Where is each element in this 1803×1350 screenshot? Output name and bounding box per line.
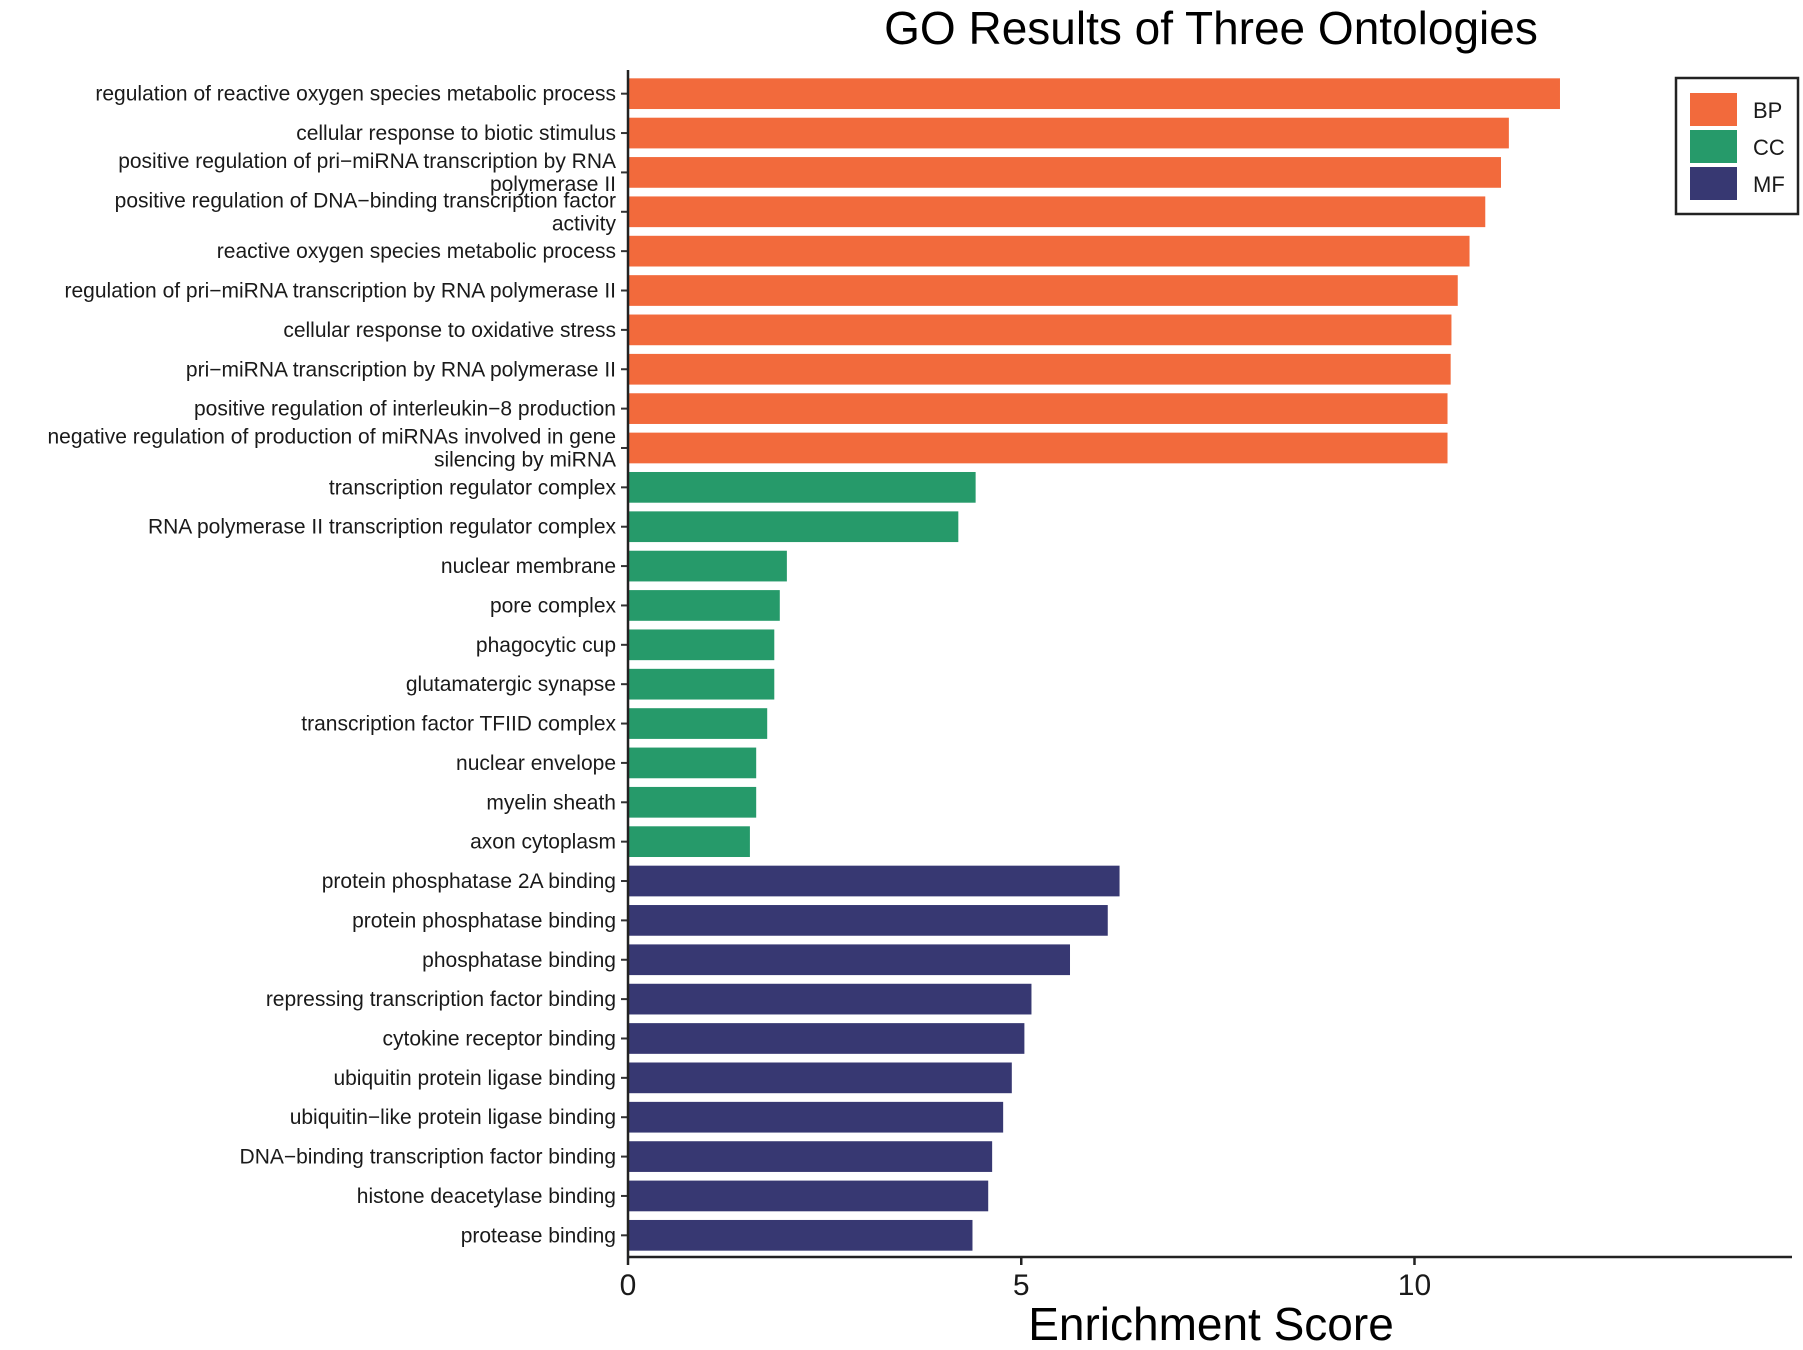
legend-swatch-bp (1690, 93, 1737, 126)
bars-layer (628, 78, 1560, 1251)
bar-bp (628, 275, 1458, 306)
bar-cc (628, 747, 757, 779)
bar-mf (628, 1141, 993, 1172)
x-tick-label: 5 (1013, 1269, 1030, 1302)
category-label: DNA−binding transcription factor binding (240, 1146, 616, 1169)
bar-mf (628, 983, 1032, 1015)
category-label: protease binding (461, 1224, 616, 1247)
bar-cc (628, 629, 775, 661)
category-labels: regulation of reactive oxygen species me… (47, 83, 616, 1248)
category-label: RNA polymerase II transcription regulato… (148, 516, 617, 539)
bar-cc (628, 708, 768, 739)
chart-title: GO Results of Three Ontologies (884, 2, 1538, 54)
bar-cc (628, 511, 959, 543)
x-tick-label: 10 (1398, 1269, 1431, 1302)
bar-bp (628, 314, 1452, 346)
category-label: negative regulation of production of miR… (47, 425, 616, 471)
bar-bp (628, 393, 1448, 424)
category-label: cellular response to biotic stimulus (296, 122, 616, 145)
category-label: transcription factor TFIID complex (301, 713, 616, 736)
category-label: cytokine receptor binding (383, 1027, 616, 1050)
bar-mf (628, 905, 1108, 936)
category-label: nuclear envelope (456, 752, 616, 775)
category-label: transcription regulator complex (329, 476, 617, 499)
category-label: repressing transcription factor binding (266, 988, 616, 1011)
category-label: regulation of reactive oxygen species me… (95, 83, 616, 106)
bar-bp (628, 117, 1509, 149)
bar-cc (628, 550, 787, 582)
x-axis-title: Enrichment Score (1028, 1298, 1394, 1350)
bar-cc (628, 590, 780, 621)
category-label: axon cytoplasm (470, 831, 616, 854)
bar-mf (628, 1023, 1025, 1054)
legend-label-cc: CC (1753, 135, 1785, 160)
category-label: pri−miRNA transcription by RNA polymeras… (186, 358, 616, 381)
legend-swatch-mf (1690, 167, 1737, 200)
category-label: ubiquitin protein ligase binding (333, 1067, 616, 1090)
category-label: ubiquitin−like protein ligase binding (290, 1106, 616, 1129)
category-label: phosphatase binding (422, 949, 616, 972)
x-tick-label: 0 (620, 1269, 637, 1302)
category-label: phagocytic cup (476, 634, 616, 657)
category-label: pore complex (490, 594, 617, 617)
bar-bp (628, 157, 1501, 188)
bar-cc (628, 826, 750, 858)
bar-mf (628, 1101, 1004, 1133)
legend-swatch-cc (1690, 130, 1737, 163)
category-label: nuclear membrane (441, 555, 616, 578)
category-label: cellular response to oxidative stress (283, 319, 616, 342)
bar-bp (628, 235, 1470, 267)
bar-cc (628, 786, 757, 818)
bar-mf (628, 865, 1120, 897)
category-label: glutamatergic synapse (406, 673, 616, 696)
category-label: reactive oxygen species metabolic proces… (217, 240, 616, 263)
category-label: positive regulation of DNA−binding trans… (115, 189, 617, 235)
category-label: protein phosphatase binding (352, 909, 616, 932)
bar-mf (628, 1180, 989, 1212)
legend-label-bp: BP (1753, 98, 1782, 123)
category-label: positive regulation of interleukin−8 pro… (194, 398, 616, 421)
bar-cc (628, 668, 775, 700)
category-label: histone deacetylase binding (357, 1185, 616, 1208)
bar-mf (628, 944, 1071, 976)
bar-bp (628, 196, 1486, 228)
legend: BP CC MF (1674, 76, 1800, 216)
category-label: protein phosphatase 2A binding (322, 870, 616, 893)
bar-bp (628, 78, 1560, 110)
category-label: positive regulation of pri−miRNA transcr… (118, 150, 616, 196)
bar-bp (628, 353, 1451, 385)
bar-bp (628, 432, 1448, 464)
axes: 0 5 10 (620, 70, 1792, 1302)
legend-label-mf: MF (1753, 172, 1785, 197)
category-label: regulation of pri−miRNA transcription by… (65, 280, 617, 303)
category-label: myelin sheath (486, 791, 616, 814)
bar-mf (628, 1062, 1012, 1094)
bar-cc (628, 471, 976, 503)
bar-mf (628, 1219, 973, 1251)
